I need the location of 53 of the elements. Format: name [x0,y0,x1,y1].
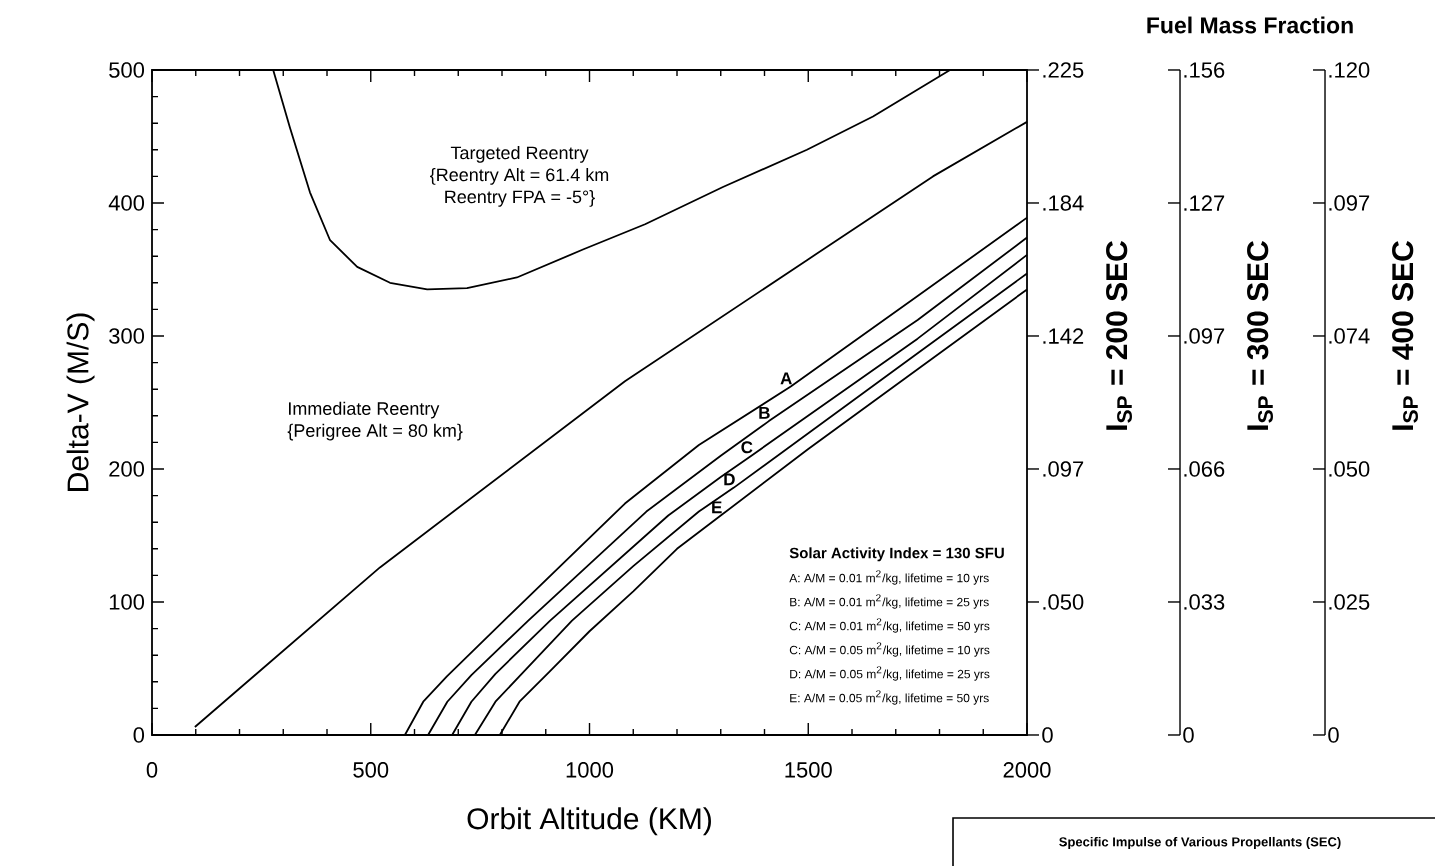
text: .097 [1329,195,1370,211]
annotation: D: A/M = 0.05 m$^{2}$/kg, lifetime = 25 yrs [790,666,990,681]
text: .050 [1329,461,1370,477]
series-label: E [712,501,722,514]
x-axis-title: Orbit Altitude (KM) [467,807,711,836]
x-tick-label: 1000 [566,762,614,778]
text: 0 [1328,727,1339,743]
y-axis-title: Delta-V (M/S) [66,313,95,491]
y-tick-label: 0 [133,727,145,743]
annotation: B: A/M = 0.01 m$^{2}$/kg, lifetime = 25 yrs [790,594,989,609]
text: 0 [1042,727,1053,743]
x-tick-label: 500 [353,762,389,778]
text: .025 [1329,594,1370,610]
text: .225 [1043,62,1084,78]
text: I$_{SP}$ = 300 SEC [1247,241,1273,430]
text: I$_{SP}$ = 400 SEC [1392,241,1418,430]
annotation: Solar Activity Index = 130 SFU [789,547,1004,562]
x-tick-label: 2000 [1003,762,1051,778]
annotation: Reentry FPA = -5°} [445,190,595,207]
series-label: B [759,407,770,419]
text: I$_{SP}$ = 200 SEC [1106,241,1132,430]
series-label: A [780,372,792,385]
annotation: C: A/M = 0.05 m$^{2}$/kg, lifetime = 10 yrs [789,642,990,657]
y-tick-label: 500 [109,62,145,78]
x-tick-label: 1500 [785,762,832,778]
y-tick-label: 200 [109,461,145,477]
text: Specific Impulse of Various Propellants (SEC) [1059,836,1341,850]
y-tick-label: 100 [109,594,145,610]
text: .142 [1043,328,1084,344]
y-tick-label: 300 [109,328,145,344]
text: .033 [1184,594,1225,610]
annotation: Immediate Reentry [288,401,440,419]
annotation: E: A/M = 0.05 m$^{2}$/kg, lifetime = 50 yrs [790,690,989,705]
annotation: A: A/M = 0.01 m$^{2}$/kg, lifetime = 10 yrs [789,570,989,585]
annotation: {Reentry Alt = 61.4 km [430,168,609,185]
text: .066 [1184,461,1225,477]
text: .097 [1043,461,1084,477]
annotation: Targeted Reentry [450,146,589,163]
text: .097 [1184,328,1225,344]
text: .184 [1043,195,1084,211]
text: .074 [1329,328,1370,344]
text: .127 [1184,195,1225,211]
text: .050 [1043,594,1084,610]
text: .156 [1184,62,1225,78]
series-label: D [724,473,735,486]
y-tick-label: 400 [108,195,145,211]
annotation: C: A/M = 0.01 m$^{2}$/kg, lifetime = 50 yrs [789,618,990,633]
x-tick-label: 0 [146,762,158,778]
text: 0 [1183,727,1194,743]
series-label: C [741,441,753,454]
text: .120 [1329,62,1370,78]
annotation: {Perigree Alt = 80 km} [287,423,463,441]
text: Fuel Mass Fraction [1147,16,1353,34]
